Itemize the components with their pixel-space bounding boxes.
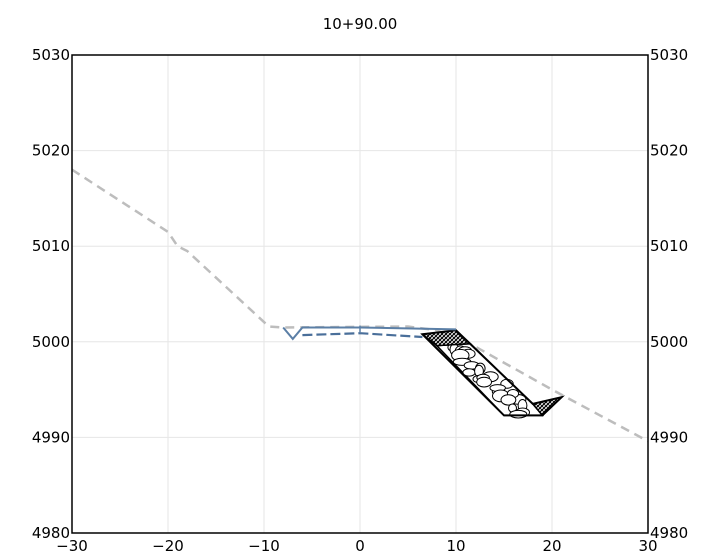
y-tick-label-right: 4990 (650, 428, 688, 446)
proposed-section-layer (282, 325, 565, 419)
y-tick-label-right: 5010 (650, 237, 688, 255)
existing-ground-line (71, 168, 649, 443)
existing-ground-layer (71, 168, 649, 443)
y-tick-label-left: 4980 (32, 524, 70, 542)
x-tick-label: −20 (152, 537, 184, 551)
y-tick-label-left: 5020 (32, 142, 70, 160)
y-tick-label-left: 4990 (32, 428, 70, 446)
x-tick-label: −30 (56, 537, 88, 551)
x-tick-label: 10 (446, 537, 465, 551)
riprap-outline (420, 329, 565, 417)
y-tick-label-right: 5000 (650, 333, 688, 351)
x-tick-label: 30 (638, 537, 657, 551)
plot-frame (71, 54, 649, 534)
x-tick-label: 0 (355, 537, 365, 551)
rock (500, 394, 517, 406)
rock (476, 376, 493, 388)
y-tick-label-left: 5010 (32, 237, 70, 255)
rock (509, 409, 528, 419)
y-tick-label-right: 5020 (650, 142, 688, 160)
y-tick-label-left: 5030 (32, 46, 70, 64)
grid-lines (72, 55, 648, 533)
chart-title: 10+90.00 (323, 15, 398, 33)
proposed-top-line (282, 326, 457, 341)
y-tick-label-right: 4980 (650, 524, 688, 542)
y-tick-label-left: 5000 (32, 333, 70, 351)
x-tick-label: −10 (248, 537, 280, 551)
x-tick-label: 20 (542, 537, 561, 551)
y-tick-label-right: 5030 (650, 46, 688, 64)
proposed-subgrade-line (302, 332, 423, 339)
